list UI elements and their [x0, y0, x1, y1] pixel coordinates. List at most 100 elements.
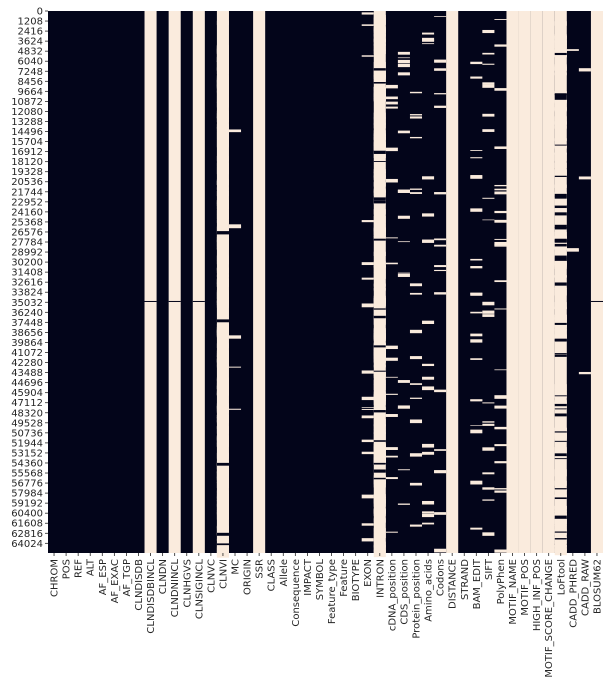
cell-missing-band: [422, 176, 435, 180]
cell-missing-band: [228, 129, 242, 133]
cell-missing-band: [385, 345, 398, 350]
cell-missing-band: [422, 522, 435, 525]
cell-present-band: [554, 322, 567, 325]
cell-missing-band: [470, 157, 483, 159]
cell-missing-band: [385, 262, 398, 265]
y-tick-label: 50736: [11, 428, 43, 439]
cell-present-band: [554, 453, 567, 457]
cell-present-band: [373, 150, 386, 154]
x-tick-label: CADD_PHRED: [568, 559, 579, 628]
cell-missing-band: [397, 241, 410, 243]
cell-missing-band: [409, 383, 423, 385]
cell-missing-band: [482, 82, 495, 84]
cell-missing-band: [385, 178, 398, 183]
cell-missing-band: [494, 461, 507, 464]
cell-missing-band: [482, 447, 495, 451]
y-tick-label: 33824: [11, 288, 43, 299]
cell-present-band: [373, 315, 386, 319]
cell-present-band: [554, 195, 567, 199]
cell-column-missing: [253, 11, 266, 553]
cell-missing-band: [470, 208, 483, 212]
cell-missing-band: [494, 188, 507, 191]
cell-present-band: [373, 440, 386, 442]
y-tick-label: 59192: [11, 499, 43, 510]
x-tick-label: Feature: [339, 559, 350, 597]
x-tick-label: CLNDISDBINCL: [146, 559, 157, 634]
cell-missing-band: [397, 51, 410, 55]
cell-column-missing: [144, 11, 157, 553]
cell-missing-band: [482, 499, 495, 501]
cell-missing-band: [482, 310, 495, 314]
cell-missing-band: [361, 12, 374, 15]
cell-present-band: [373, 308, 386, 310]
x-tick-label: SYMBOL: [315, 559, 326, 601]
cell-missing-band: [494, 191, 507, 195]
cell-missing-band: [409, 136, 423, 139]
cell-present-band: [554, 93, 567, 98]
cell-present-band: [373, 469, 386, 473]
cell-present-band: [373, 370, 386, 372]
cell-present-band: [554, 226, 567, 230]
cell-missing-band: [494, 444, 507, 447]
cell-present-band: [554, 255, 567, 259]
y-tick-label: 0: [37, 7, 43, 18]
cell-missing-band: [482, 113, 495, 117]
cell-missing-band: [494, 308, 507, 310]
y-tick-label: 22952: [11, 197, 43, 208]
x-tick-label: CLNVC: [206, 559, 217, 593]
cell-missing-band: [409, 329, 423, 334]
cell-missing-band: [361, 439, 374, 443]
cell-missing-band: [422, 213, 435, 217]
y-tick-label: 41072: [11, 348, 43, 359]
x-tick-label: HIGH_INF_POS: [532, 559, 543, 631]
y-tick-label: 37448: [11, 318, 43, 329]
cell-missing-band: [385, 101, 398, 105]
x-tick-label: CLNDISDB: [134, 559, 145, 611]
cell-missing-band: [470, 292, 483, 296]
cell-missing-band: [434, 512, 447, 515]
cell-present-band: [554, 515, 567, 519]
cell-present-band: [373, 81, 386, 84]
y-tick-label: 56776: [11, 479, 43, 490]
cell-present-band: [373, 462, 386, 465]
cell-missing-band: [482, 301, 495, 306]
cell-missing-band: [482, 83, 495, 85]
cell-missing-band: [409, 116, 423, 119]
cell-missing-band: [397, 272, 410, 274]
cell-missing-band: [578, 68, 591, 72]
cell-missing-band: [422, 386, 435, 391]
cell-missing-band: [434, 389, 447, 393]
cell-missing-band: [494, 488, 507, 490]
y-tick-label: 44696: [11, 378, 43, 389]
cell-missing-band: [361, 220, 374, 223]
cell-missing-band: [470, 150, 483, 151]
cell-missing-band: [494, 146, 507, 149]
cell-present-band: [554, 488, 567, 490]
x-tick-label: CLNVI: [218, 559, 229, 589]
cell-present-band: [192, 300, 205, 302]
cell-column-missing: [216, 11, 229, 553]
cell-missing-band: [409, 188, 423, 190]
cell-missing-band: [494, 88, 507, 91]
x-tick-label: MOTIF_NAME: [508, 559, 519, 625]
cell-missing-band: [494, 241, 507, 246]
cell-missing-band: [566, 49, 579, 51]
y-tick-label: 15704: [11, 137, 43, 148]
cell-missing-band: [482, 487, 495, 490]
cell-missing-band: [482, 84, 495, 88]
x-tick-label: BAM_EDIT: [472, 558, 483, 609]
cell-missing-band: [228, 335, 242, 339]
cell-missing-band: [422, 511, 435, 514]
x-tick-label: ALT: [86, 558, 97, 576]
x-tick-label: MOTIF_POS: [520, 559, 531, 616]
cell-column-missing: [168, 11, 181, 553]
cell-missing-band: [470, 76, 483, 79]
y-tick-label: 13288: [11, 117, 43, 128]
cell-column-missing: [542, 11, 555, 553]
cell-present-band: [554, 339, 567, 341]
cell-missing-band: [409, 356, 423, 359]
cell-missing-band: [434, 449, 447, 451]
cell-missing-band: [434, 265, 447, 268]
cell-missing-band: [397, 59, 410, 63]
cell-missing-band: [361, 55, 374, 57]
